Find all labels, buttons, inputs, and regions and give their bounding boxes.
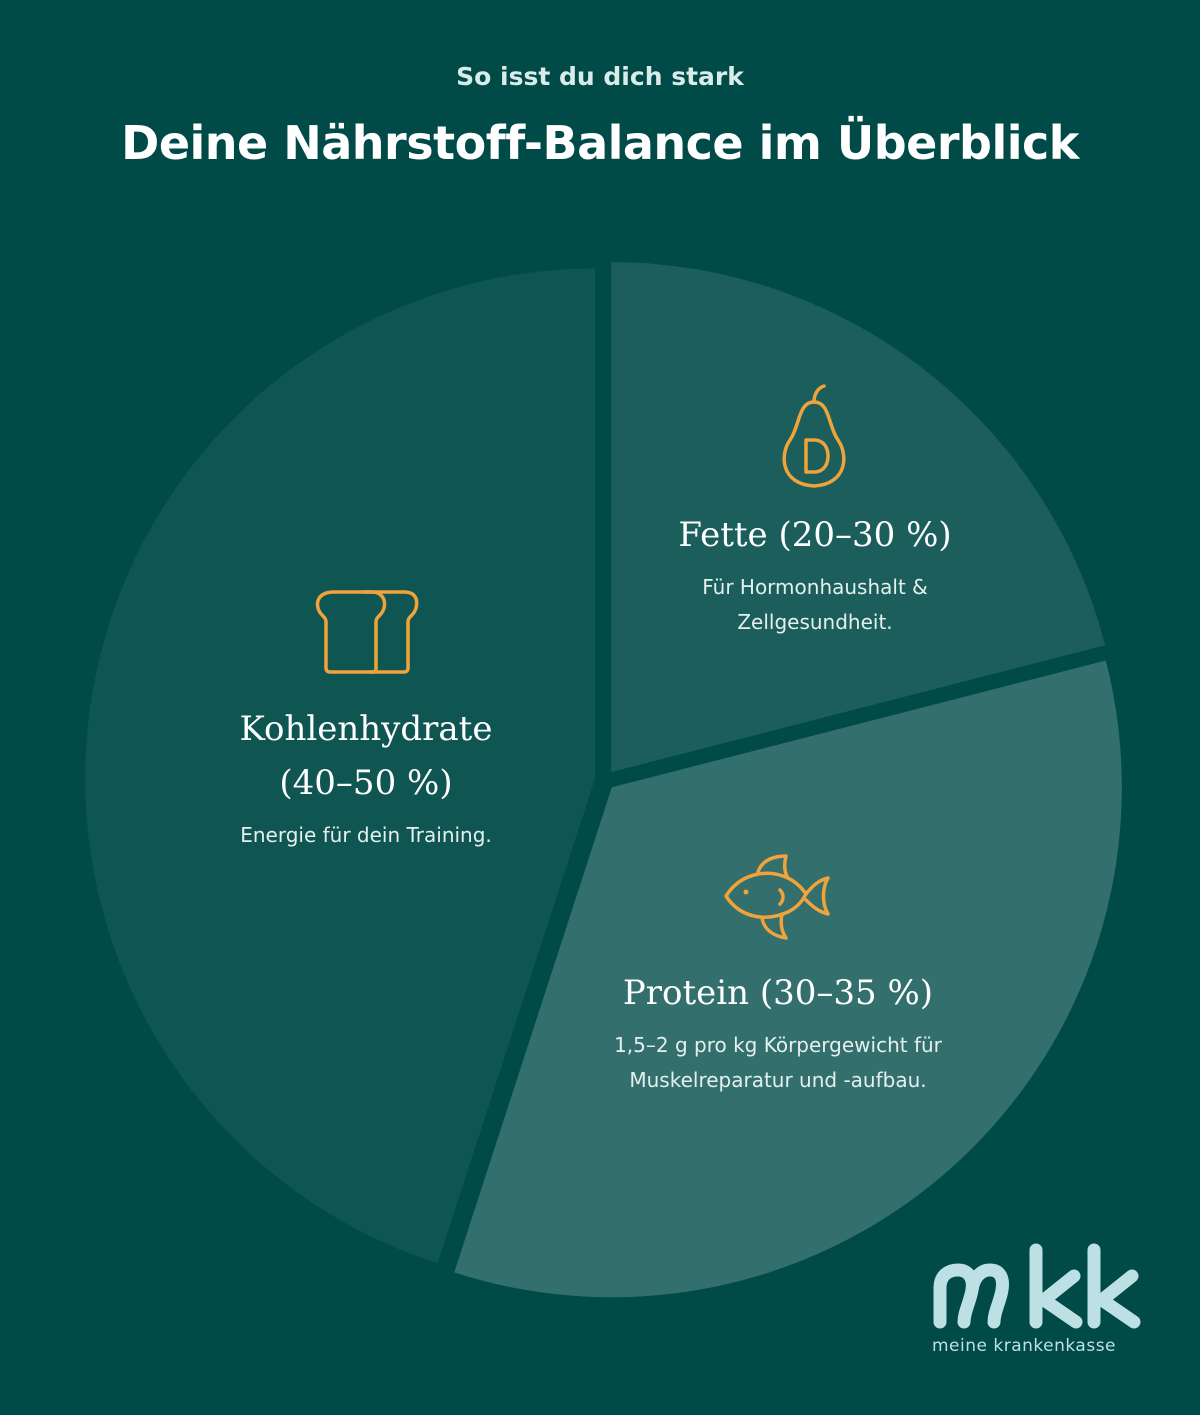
protein-description-line2: Muskelreparatur und -aufbau. [629,1068,927,1092]
fats-description: Für Hormonhaushalt & Zellgesundheit. [630,570,1000,640]
protein-name: Protein (30–35 %) [622,973,934,1013]
protein-description: 1,5–2 g pro kg Körpergewicht für Muskelr… [578,1028,978,1098]
carbs-description: Energie für dein Training. [240,823,492,847]
carbs-name: Kohlenhydrate [239,709,493,749]
page-title: Deine Nährstoff-Balance im Überblick [121,116,1079,170]
mkk-logo: meine krankenkasse [924,1240,1144,1356]
protein-description-line1: 1,5–2 g pro kg Körpergewicht für [614,1033,942,1057]
fats-label: Fette (20–30 %) Für Hormonhaushalt & Zel… [630,508,1000,640]
pie-slice-fette [611,262,1106,773]
mkk-logo-mark [933,1243,1141,1329]
carbs-range: (40–50 %) [279,763,453,803]
protein-label: Protein (30–35 %) 1,5–2 g pro kg Körperg… [578,966,978,1098]
fats-name: Fette (20–30 %) [678,515,952,555]
fish-icon [724,854,830,940]
fats-description-line1: Für Hormonhaushalt & [702,575,928,599]
fats-description-line2: Zellgesundheit. [737,610,893,634]
carbs-label: Kohlenhydrate (40–50 %) Energie für dein… [186,702,546,853]
pear-icon [782,384,846,488]
page-subtitle: So isst du dich stark [456,62,744,91]
bread-icon [315,590,419,674]
pie-slice-protein [454,660,1122,1298]
pie-slice-kohlenhydrate [85,268,596,1264]
logo-tagline: meine krankenkasse [932,1336,1117,1356]
